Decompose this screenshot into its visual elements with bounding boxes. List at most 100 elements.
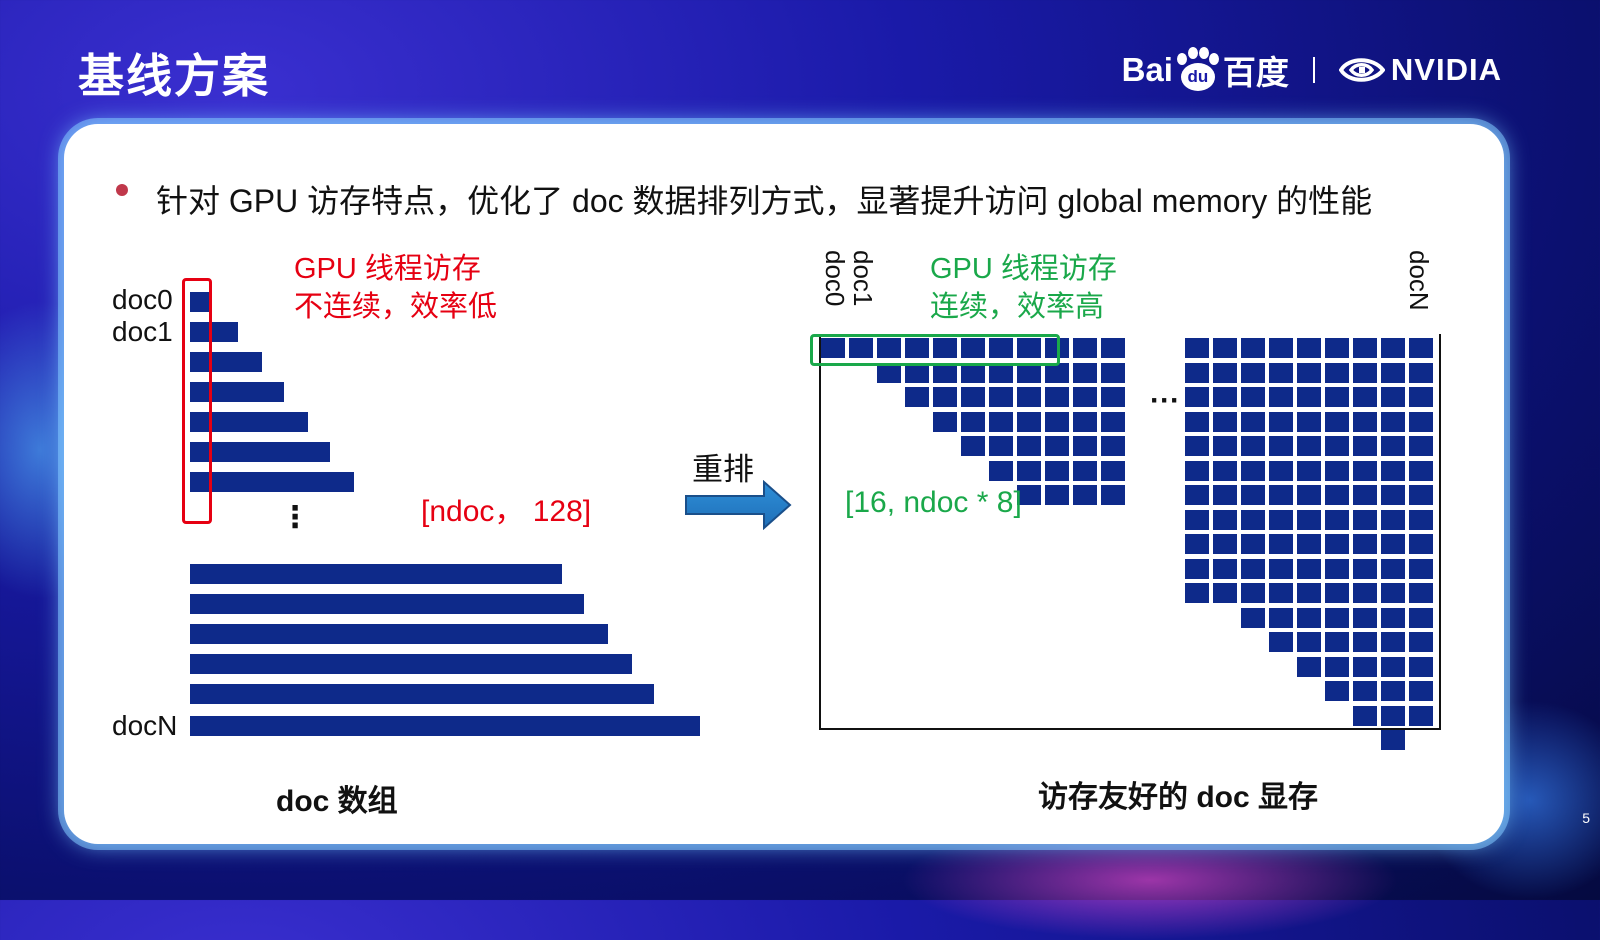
memory-cell: [989, 387, 1013, 407]
memory-cell: [933, 362, 957, 383]
memory-cell: [989, 362, 1013, 383]
memory-cell: [1325, 583, 1349, 603]
memory-cell: [1185, 485, 1209, 505]
memory-cell: [1045, 485, 1069, 505]
memory-cell: [1241, 583, 1265, 603]
memory-cell: [1241, 362, 1265, 383]
memory-cell: [1017, 362, 1041, 383]
memory-cell: [1269, 338, 1293, 358]
memory-cell: [1213, 436, 1237, 456]
memory-cell: [1213, 485, 1237, 505]
memory-cell: [1353, 436, 1377, 456]
memory-cell: [1353, 411, 1377, 432]
note-line-2: 不连续，效率低: [294, 291, 498, 323]
memory-cell: [1325, 681, 1349, 701]
doc-bar: [190, 472, 354, 492]
memory-cell: [1409, 632, 1433, 652]
memory-cell: [1269, 485, 1293, 505]
memory-cell: [1409, 656, 1433, 677]
memory-cell: [1241, 387, 1265, 407]
doc1-column-label: doc1: [848, 250, 878, 307]
memory-cell: [1185, 338, 1209, 358]
memory-cell: [1297, 534, 1321, 554]
memory-cell: [1409, 509, 1433, 530]
memory-cell: [1045, 436, 1069, 456]
baidu-paw-text: du: [1180, 63, 1215, 91]
memory-cell: [989, 436, 1013, 456]
memory-cell: [1185, 387, 1209, 407]
baidu-paw-icon: du: [1175, 47, 1221, 93]
nvidia-logo-text: NVIDIA: [1390, 52, 1502, 87]
memory-cell: [1269, 387, 1293, 407]
doc1-label: doc1: [112, 316, 173, 347]
memory-cell: [905, 387, 929, 407]
memory-cell: [1269, 436, 1293, 456]
memory-cell: [1381, 632, 1405, 652]
memory-cell: [1353, 681, 1377, 701]
memory-cell: [1409, 460, 1433, 481]
memory-cell: [905, 362, 929, 383]
memory-cell: [1241, 460, 1265, 481]
memory-cell: [933, 338, 957, 358]
docN-column-label: docN: [1404, 250, 1434, 311]
memory-cell: [1017, 338, 1041, 358]
memory-cell: [1297, 460, 1321, 481]
memory-cell: [1353, 558, 1377, 579]
baidu-logo-icon: Bai du 百度: [1122, 46, 1289, 94]
memory-cell: [1241, 436, 1265, 456]
memory-cell: [1325, 509, 1349, 530]
noncontiguous-access-note: GPU 线程访存 不连续，效率低: [294, 250, 497, 326]
memory-cell: [1269, 583, 1293, 603]
doc-array-caption: doc 数组: [276, 785, 398, 818]
memory-cell: [1353, 485, 1377, 505]
memory-cell: [1353, 460, 1377, 481]
memory-cell: [1185, 534, 1209, 554]
memory-cell: [1381, 362, 1405, 383]
memory-cell: [961, 338, 985, 358]
doc0-label: doc0: [112, 284, 173, 315]
memory-cell: [1241, 411, 1265, 432]
memory-cell: [1297, 656, 1321, 677]
memory-cell: [961, 362, 985, 383]
memory-cell: [1353, 607, 1377, 628]
memory-cell: [877, 362, 901, 383]
memory-shape: [16, ndoc * 8]: [845, 486, 1022, 519]
memory-cell: [1213, 338, 1237, 358]
nvidia-logo-icon: NVIDIA: [1338, 52, 1502, 88]
memory-cell: [1409, 338, 1433, 358]
memory-cell: [1269, 607, 1293, 628]
logo-divider: [1312, 57, 1315, 83]
memory-cell: [1325, 362, 1349, 383]
doc-bar: [190, 654, 632, 674]
memory-cell: [1269, 558, 1293, 579]
bullet-text: 针对 GPU 访存特点，优化了 doc 数据排列方式，显著提升访问 global…: [156, 183, 1373, 219]
memory-cell: [1409, 558, 1433, 579]
memory-cell: [989, 411, 1013, 432]
memory-cell: [1409, 681, 1433, 701]
memory-cell: [1353, 509, 1377, 530]
memory-cell: [849, 338, 873, 358]
bullet-dot: [116, 184, 128, 196]
memory-cell: [1297, 583, 1321, 603]
page-number: 5: [1582, 810, 1590, 826]
memory-cell: [1353, 583, 1377, 603]
memory-cell: [1297, 362, 1321, 383]
memory-cell: [1185, 509, 1209, 530]
doc-bar: [190, 322, 238, 342]
memory-cell: [1073, 387, 1097, 407]
memory-cell: [821, 338, 845, 358]
memory-cell: [1017, 485, 1041, 505]
memory-cell: [1185, 460, 1209, 481]
memory-cell: [1381, 460, 1405, 481]
memory-cell: [1241, 485, 1265, 505]
doc0-column-label: doc0: [820, 250, 850, 307]
memory-cell: [1381, 607, 1405, 628]
memory-cell: [1297, 558, 1321, 579]
memory-cell: [961, 411, 985, 432]
memory-cell: [1409, 583, 1433, 603]
memory-cell: [1297, 485, 1321, 505]
memory-cell: [1073, 411, 1097, 432]
memory-cell: [1101, 362, 1125, 383]
memory-cell: [1297, 509, 1321, 530]
slide-title: 基线方案: [78, 50, 270, 102]
